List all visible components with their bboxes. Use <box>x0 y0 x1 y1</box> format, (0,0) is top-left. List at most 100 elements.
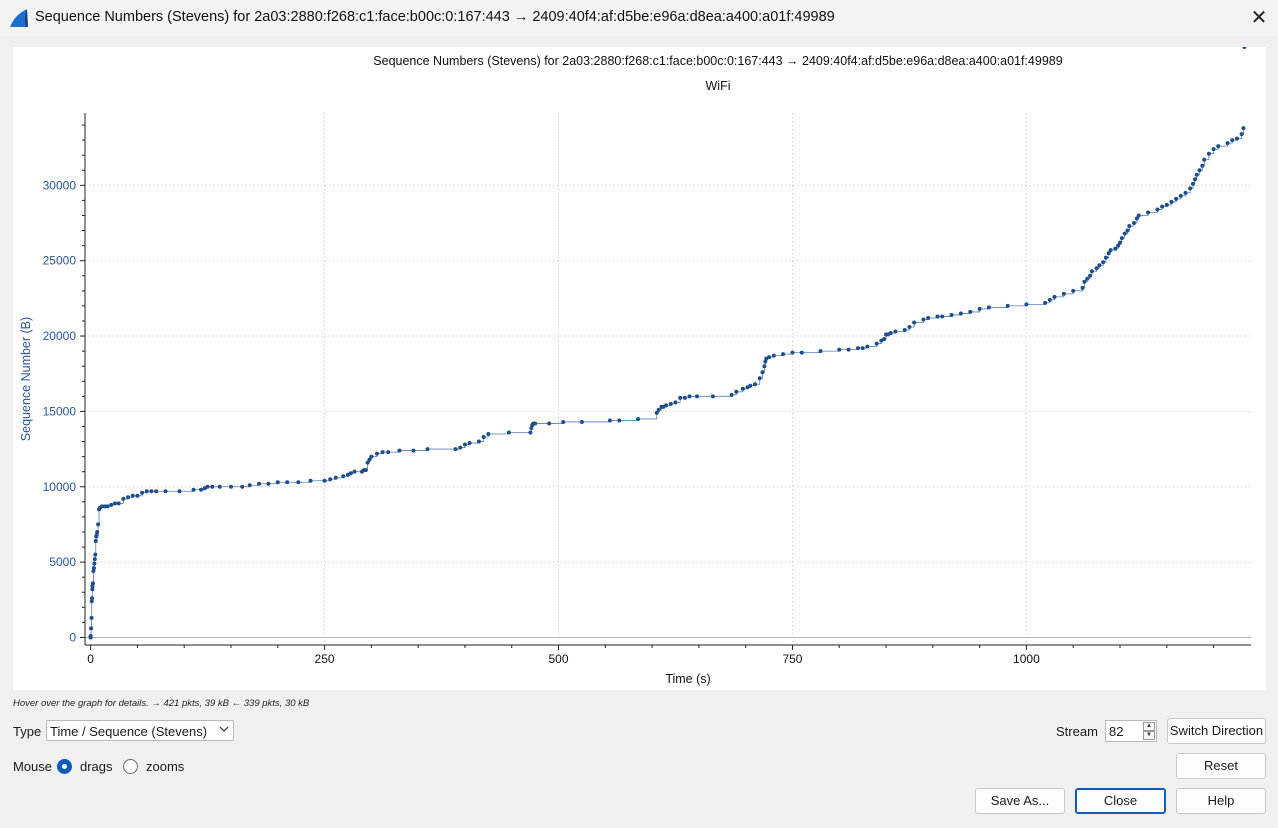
data-point <box>1080 285 1085 290</box>
data-point <box>1216 144 1221 149</box>
data-point <box>1108 248 1113 253</box>
data-point <box>149 489 154 494</box>
spin-down-icon[interactable]: ▼ <box>1143 731 1155 740</box>
zooms-radio[interactable] <box>123 759 138 774</box>
save-as-button[interactable]: Save As... <box>975 788 1065 814</box>
data-point <box>656 407 661 412</box>
data-point <box>682 395 687 400</box>
data-point <box>92 557 97 562</box>
switch-direction-button[interactable]: Switch Direction <box>1167 718 1266 744</box>
reset-button[interactable]: Reset <box>1176 753 1266 779</box>
data-point <box>912 320 917 325</box>
data-point <box>99 504 104 509</box>
data-point <box>1119 236 1124 241</box>
data-point <box>89 599 94 604</box>
data-point <box>855 346 860 351</box>
data-point <box>926 315 931 320</box>
data-point <box>1071 288 1076 293</box>
data-point <box>1194 172 1199 177</box>
data-point <box>907 325 912 330</box>
help-button[interactable]: Help <box>1176 788 1266 814</box>
y-tick-label: 25000 <box>43 254 77 268</box>
data-point <box>1113 246 1118 251</box>
data-point <box>1174 196 1179 201</box>
data-point <box>1239 132 1244 137</box>
data-point <box>1206 151 1211 156</box>
data-point <box>617 418 622 423</box>
data-point <box>1200 163 1205 168</box>
data-point <box>462 442 467 447</box>
data-point <box>678 395 683 400</box>
data-point <box>1202 157 1207 162</box>
y-tick-label: 5000 <box>49 555 76 569</box>
graph-area[interactable]: Sequence Numbers (Stevens) for 2a03:2880… <box>13 47 1266 690</box>
data-point <box>112 501 117 506</box>
graph-type-value: Time / Sequence (Stevens) <box>50 724 208 739</box>
data-point <box>1061 291 1066 296</box>
data-point <box>275 480 280 485</box>
x-tick-label: 1000 <box>1013 652 1040 666</box>
stream-spinbox[interactable]: 82 ▲ ▼ <box>1105 720 1157 742</box>
data-point <box>977 306 982 311</box>
data-point <box>126 495 131 500</box>
drags-radio[interactable] <box>57 759 72 774</box>
data-point <box>91 569 96 574</box>
data-point <box>748 383 753 388</box>
data-point <box>1117 240 1122 245</box>
data-point <box>654 410 659 415</box>
data-point <box>90 596 95 601</box>
sequence-chart[interactable]: Sequence Numbers (Stevens) for 2a03:2880… <box>13 47 1266 690</box>
stream-value: 82 <box>1109 724 1124 739</box>
data-point <box>90 587 95 592</box>
data-point <box>90 581 95 586</box>
data-point <box>458 445 463 450</box>
data-point <box>935 314 940 319</box>
x-axis-label: Time (s) <box>665 672 710 686</box>
close-button[interactable]: Close <box>1075 788 1166 814</box>
data-point <box>607 418 612 423</box>
data-point <box>1136 213 1141 218</box>
data-point <box>1178 193 1183 198</box>
data-point <box>1005 303 1010 308</box>
data-point <box>695 394 700 399</box>
data-point <box>1225 141 1230 146</box>
data-point <box>506 430 511 435</box>
data-point <box>1160 204 1165 209</box>
data-point <box>476 439 481 444</box>
graph-type-select[interactable]: Time / Sequence (Stevens) <box>46 720 234 741</box>
data-point <box>1188 186 1193 191</box>
data-point <box>1134 216 1139 221</box>
data-point <box>1169 199 1174 204</box>
data-point <box>266 481 271 486</box>
type-label: Type <box>13 724 42 739</box>
data-point <box>109 502 114 507</box>
data-point <box>144 489 149 494</box>
data-point <box>140 490 145 495</box>
stream-label: Stream <box>1056 724 1098 739</box>
data-point <box>210 484 215 489</box>
data-point <box>1132 221 1137 226</box>
data-point <box>846 347 851 352</box>
data-point <box>1085 276 1090 281</box>
data-point <box>579 419 584 424</box>
data-point <box>1094 266 1099 271</box>
data-point <box>781 352 786 357</box>
data-point <box>882 337 887 342</box>
data-point <box>89 626 94 631</box>
data-point <box>453 447 458 452</box>
data-point <box>767 355 772 360</box>
data-point <box>865 344 870 349</box>
spin-up-icon[interactable]: ▲ <box>1143 722 1155 731</box>
data-point <box>341 474 346 479</box>
data-point <box>710 394 715 399</box>
data-point <box>1192 177 1197 182</box>
data-point <box>397 448 402 453</box>
data-point <box>760 370 765 375</box>
data-point <box>95 529 100 534</box>
data-point <box>561 419 566 424</box>
data-point <box>116 501 121 506</box>
data-point <box>893 329 898 334</box>
window-close-icon[interactable]: ✕ <box>1250 7 1268 29</box>
data-point <box>228 484 233 489</box>
data-point <box>191 487 196 492</box>
